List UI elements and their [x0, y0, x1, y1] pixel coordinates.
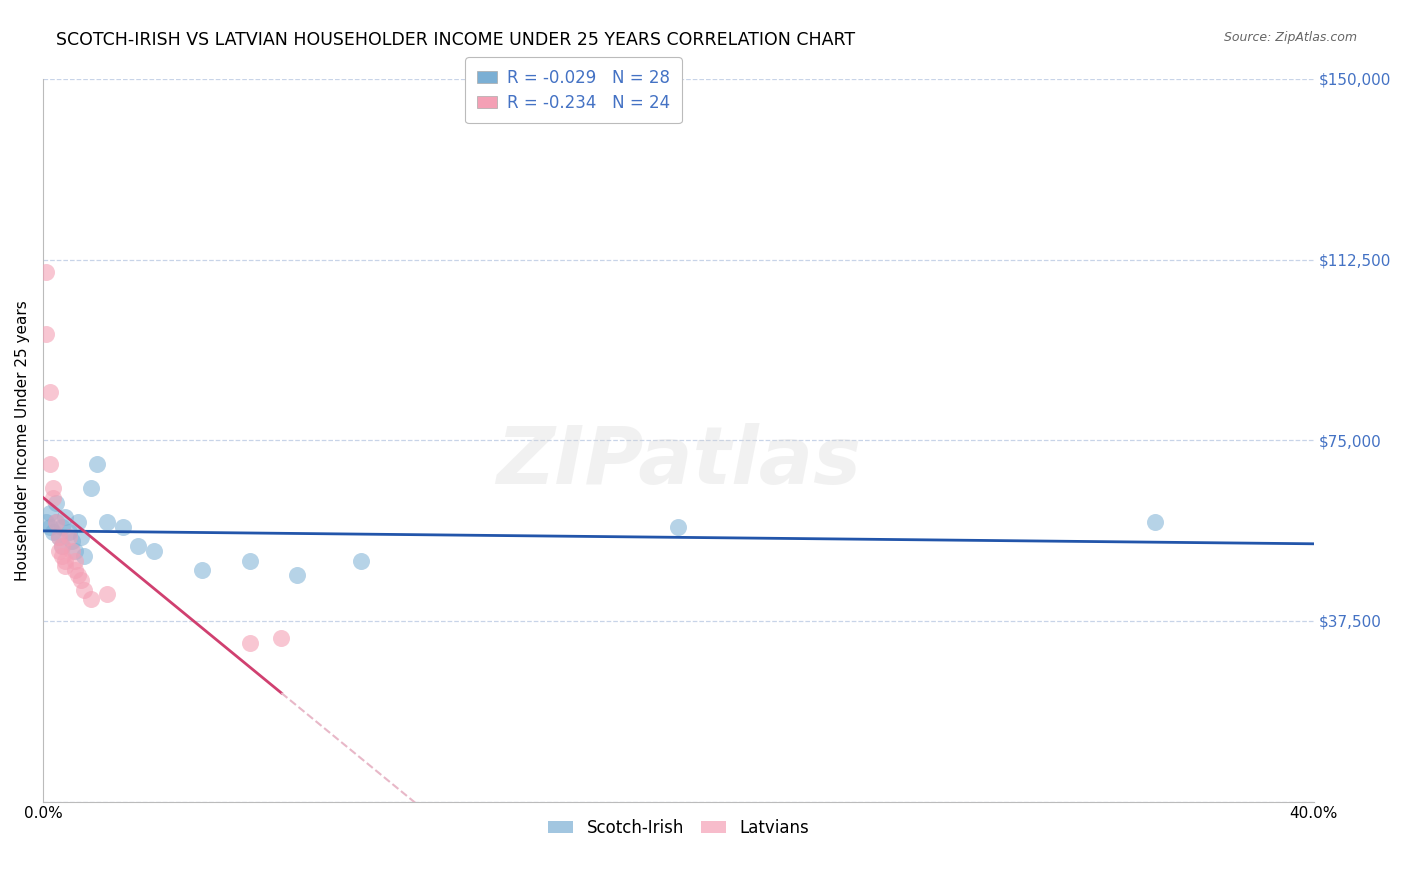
Point	[35, 515, 58, 529]
Point	[668, 520, 690, 534]
Point	[143, 544, 166, 558]
Point	[55, 554, 77, 568]
Point	[38, 458, 60, 472]
Point	[239, 554, 262, 568]
Point	[38, 520, 60, 534]
Point	[86, 458, 108, 472]
Point	[48, 530, 70, 544]
Point	[41, 524, 63, 539]
Legend: R = -0.029   N = 28, R = -0.234   N = 24: R = -0.029 N = 28, R = -0.234 N = 24	[465, 57, 682, 123]
Point	[127, 539, 149, 553]
Point	[48, 544, 70, 558]
Point	[60, 544, 83, 558]
Point	[96, 587, 118, 601]
Y-axis label: Householder Income Under 25 years: Householder Income Under 25 years	[15, 300, 30, 581]
Point	[38, 385, 60, 400]
Text: Source: ZipAtlas.com: Source: ZipAtlas.com	[1223, 31, 1357, 45]
Point	[70, 573, 93, 587]
Text: ZIPatlas: ZIPatlas	[496, 423, 860, 501]
Point	[63, 554, 86, 568]
Point	[58, 530, 80, 544]
Point	[45, 515, 67, 529]
Point	[45, 496, 67, 510]
Point	[270, 631, 292, 645]
Text: SCOTCH-IRISH VS LATVIAN HOUSEHOLDER INCOME UNDER 25 YEARS CORRELATION CHART: SCOTCH-IRISH VS LATVIAN HOUSEHOLDER INCO…	[56, 31, 855, 49]
Point	[80, 482, 103, 496]
Point	[73, 549, 96, 563]
Point	[67, 568, 90, 582]
Point	[41, 482, 63, 496]
Point	[96, 515, 118, 529]
Point	[70, 530, 93, 544]
Point	[285, 568, 308, 582]
Point	[41, 491, 63, 505]
Point	[58, 524, 80, 539]
Point	[55, 558, 77, 573]
Point	[51, 539, 73, 553]
Point	[80, 592, 103, 607]
Point	[51, 539, 73, 553]
Point	[38, 506, 60, 520]
Point	[45, 515, 67, 529]
Point	[48, 530, 70, 544]
Point	[111, 520, 134, 534]
Point	[60, 534, 83, 549]
Point	[67, 515, 90, 529]
Point	[239, 635, 262, 649]
Point	[55, 510, 77, 524]
Legend: Scotch-Irish, Latvians: Scotch-Irish, Latvians	[541, 813, 815, 844]
Point	[63, 544, 86, 558]
Point	[35, 265, 58, 279]
Point	[63, 563, 86, 577]
Point	[51, 520, 73, 534]
Point	[1143, 515, 1166, 529]
Point	[73, 582, 96, 597]
Point	[191, 563, 214, 577]
Point	[51, 549, 73, 563]
Point	[35, 327, 58, 342]
Point	[350, 554, 373, 568]
